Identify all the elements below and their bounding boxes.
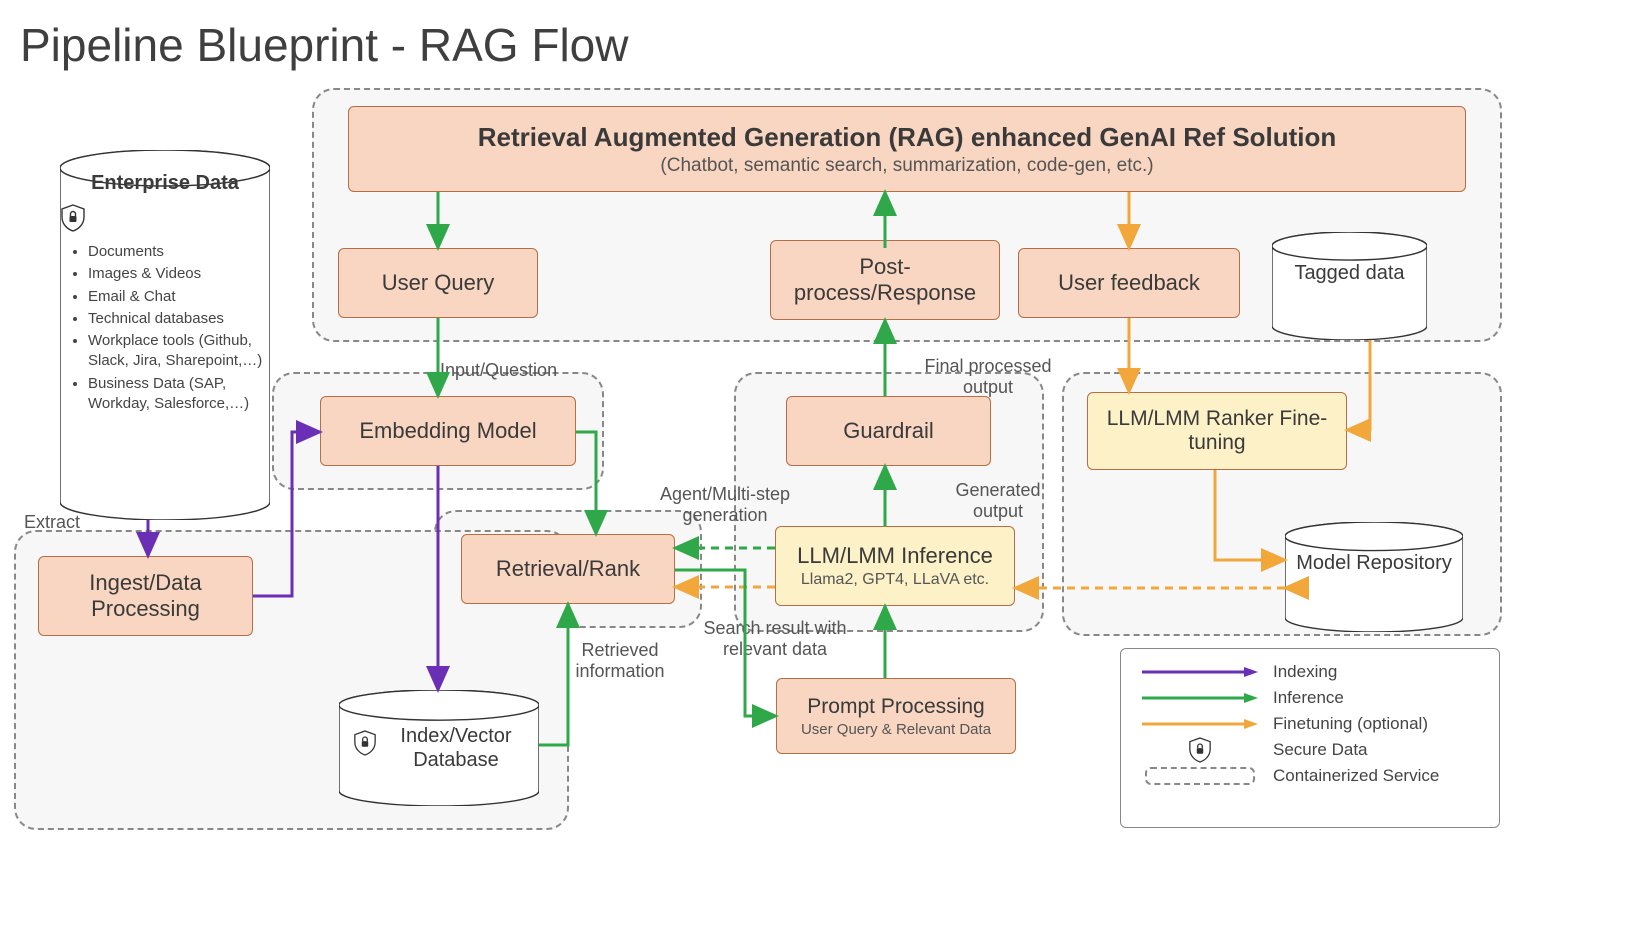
edge-label-retrieved-info: Retrieved information (550, 640, 690, 681)
edge-label-input-question: Input/Question (440, 360, 557, 381)
enterprise-data-items: DocumentsImages & Videos Email & ChatTech… (70, 242, 264, 416)
prompt-title: Prompt Processing (807, 695, 984, 719)
index-db-label: Index/Vector Database (373, 724, 539, 772)
box-user-query: User Query (338, 248, 538, 318)
enterprise-item: Email & Chat (88, 287, 264, 307)
enterprise-item: Workplace tools (Github, Slack, Jira, Sh… (88, 331, 264, 372)
legend-row: Containerized Service (1135, 763, 1485, 789)
box-ingest-data-processing: Ingest/Data Processing (38, 556, 253, 636)
box-prompt-processing: Prompt Processing User Query & Relevant … (776, 678, 1016, 754)
legend-row: Indexing (1135, 659, 1485, 685)
enterprise-item: Technical databases (88, 309, 264, 329)
cylinder-model-repository: Model Repository (1285, 522, 1463, 632)
legend-label: Indexing (1273, 662, 1337, 682)
edge-label-search-result: Search result with relevant data (680, 618, 870, 659)
box-post-process: Post-process/Response (770, 240, 1000, 320)
edge-label-final-output: Final processed output (908, 356, 1068, 397)
box-embedding-model: Embedding Model (320, 396, 576, 466)
cylinder-tagged-data: Tagged data (1272, 232, 1427, 340)
cylinder-index-vector-db: Index/Vector Database (339, 690, 539, 806)
legend-row: Finetuning (optional) (1135, 711, 1485, 737)
guardrail-label: Guardrail (843, 418, 933, 444)
ingest-label: Ingest/Data Processing (49, 570, 242, 622)
enterprise-item: Documents (88, 242, 264, 262)
embedding-label: Embedding Model (359, 418, 536, 444)
legend-label: Finetuning (optional) (1273, 714, 1428, 734)
llm-inf-title: LLM/LMM Inference (797, 543, 993, 569)
box-retrieval-rank: Retrieval/Rank (461, 534, 675, 604)
legend-label: Inference (1273, 688, 1344, 708)
llm-inf-subtitle: Llama2, GPT4, LLaVA etc. (801, 571, 989, 589)
edge-label-extract: Extract (24, 512, 80, 533)
tagged-data-label: Tagged data (1272, 262, 1427, 285)
edge-label-generated-output: Generated output (938, 480, 1058, 521)
prompt-subtitle: User Query & Relevant Data (801, 721, 991, 738)
legend-label: Secure Data (1273, 740, 1368, 760)
legend-row: Secure Data (1135, 737, 1485, 763)
box-llm-inference: LLM/LMM Inference Llama2, GPT4, LLaVA et… (775, 526, 1015, 606)
enterprise-item: Images & Videos (88, 264, 264, 284)
edge-label-agent-multistep: Agent/Multi-step generation (640, 484, 810, 525)
post-process-label: Post-process/Response (781, 254, 989, 306)
legend: Indexing Inference Finetuning (optional) Se… (1120, 648, 1500, 828)
box-guardrail: Guardrail (786, 396, 991, 466)
retrieval-label: Retrieval/Rank (496, 556, 640, 582)
model-repo-label: Model Repository (1285, 552, 1463, 575)
legend-label: Containerized Service (1273, 766, 1439, 786)
legend-row: Inference (1135, 685, 1485, 711)
ranker-ft-label: LLM/LMM Ranker Fine-tuning (1098, 407, 1336, 455)
enterprise-item: Business Data (SAP, Workday, Salesforce,… (88, 374, 264, 415)
enterprise-data-label: Enterprise Data (60, 172, 270, 195)
box-user-feedback: User feedback (1018, 248, 1240, 318)
rag-header-title: Retrieval Augmented Generation (RAG) enh… (478, 122, 1337, 153)
box-ranker-finetuning: LLM/LMM Ranker Fine-tuning (1087, 392, 1347, 470)
user-feedback-label: User feedback (1058, 270, 1200, 296)
box-rag-header: Retrieval Augmented Generation (RAG) enh… (348, 106, 1466, 192)
user-query-label: User Query (382, 270, 494, 296)
page-title: Pipeline Blueprint - RAG Flow (20, 18, 628, 72)
rag-header-subtitle: (Chatbot, semantic search, summarization… (660, 155, 1153, 177)
